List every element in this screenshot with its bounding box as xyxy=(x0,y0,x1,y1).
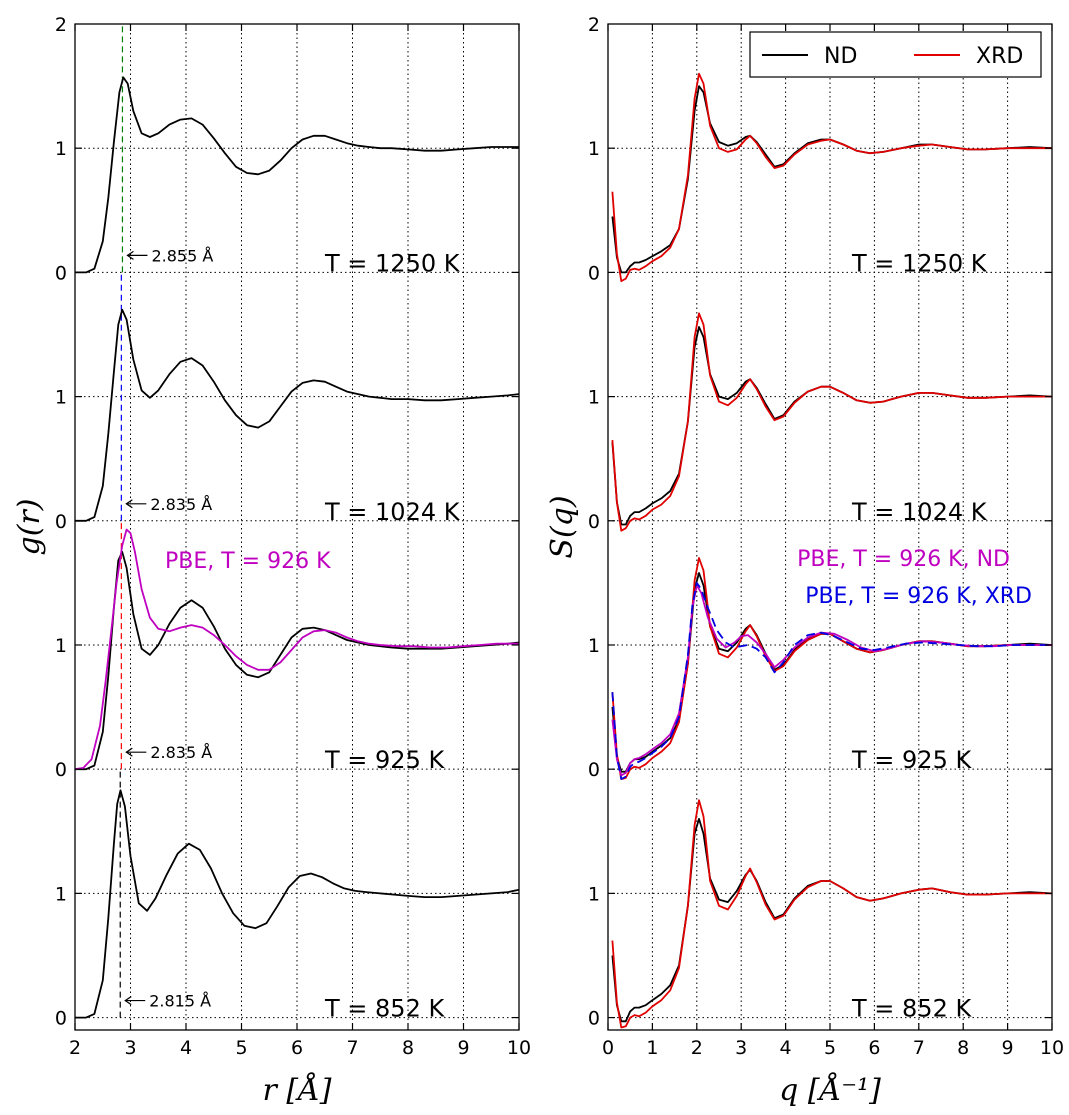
y-tick-label: 0 xyxy=(55,1008,67,1030)
x-tick-label: 7 xyxy=(346,1037,358,1059)
series-line xyxy=(611,582,1052,780)
peak-position-label: 2.855 Å xyxy=(151,246,213,265)
series-line xyxy=(611,799,1052,1029)
x-axis-label: q [Å⁻¹] xyxy=(779,1072,881,1108)
x-tick-label: 2 xyxy=(691,1037,703,1059)
y-tick-label: 1 xyxy=(55,635,67,657)
temperature-label: T = 852 K xyxy=(851,995,972,1023)
x-tick-label: 2 xyxy=(69,1037,81,1059)
x-tick-label: 5 xyxy=(824,1037,836,1059)
y-tick-label: 1 xyxy=(55,138,67,160)
series-line xyxy=(75,789,519,1019)
x-tick-label: 4 xyxy=(180,1037,192,1059)
x-tick-label: 8 xyxy=(402,1037,414,1059)
y-tick-label: 0 xyxy=(588,511,600,533)
x-tick-label: 3 xyxy=(124,1037,136,1059)
peak-position-label: 2.835 Å xyxy=(150,495,212,514)
grid xyxy=(75,24,519,1030)
series-line xyxy=(611,85,1052,274)
y-tick-label: 0 xyxy=(588,1008,600,1030)
peak-position-label: 2.835 Å xyxy=(150,743,212,762)
y-axis-label: S(q) xyxy=(545,495,580,558)
series-label: PBE, T = 926 K, XRD xyxy=(805,584,1032,609)
y-tick-label: 0 xyxy=(588,759,600,781)
temperature-label: T = 1250 K xyxy=(851,249,988,277)
y-tick-label: 1 xyxy=(588,635,600,657)
series-line xyxy=(611,584,1052,777)
y-tick-label: 1 xyxy=(588,138,600,160)
y-axis-label: g(r) xyxy=(12,499,47,556)
y-tick-label: 1 xyxy=(588,883,600,905)
y-tick-label: 2 xyxy=(588,14,600,36)
series-line xyxy=(611,818,1052,1023)
y-tick-label: 1 xyxy=(55,387,67,409)
x-tick-label: 10 xyxy=(507,1037,531,1059)
y-tick-label: 0 xyxy=(55,759,67,781)
x-tick-label: 1 xyxy=(646,1037,658,1059)
x-tick-label: 9 xyxy=(457,1037,469,1059)
y-tick-label: 0 xyxy=(55,262,67,284)
y-tick-label: 0 xyxy=(588,262,600,284)
y-tick-label: 1 xyxy=(55,883,67,905)
y-tick-label: 1 xyxy=(588,387,600,409)
series-line xyxy=(75,528,519,771)
series-line xyxy=(611,72,1052,283)
peak-position-label: 2.815 Å xyxy=(149,992,211,1011)
grid xyxy=(608,24,1052,1030)
temperature-label: T = 925 K xyxy=(324,746,445,774)
peak-arrow-head xyxy=(125,747,133,757)
x-tick-label: 10 xyxy=(1040,1037,1064,1059)
series-line xyxy=(611,326,1052,526)
x-tick-label: 3 xyxy=(735,1037,747,1059)
series-line xyxy=(75,308,519,522)
x-tick-label: 4 xyxy=(780,1037,792,1059)
x-axis-label: r [Å] xyxy=(263,1072,332,1108)
legend-entry: ND xyxy=(824,44,857,69)
y-tick-label: 0 xyxy=(55,511,67,533)
temperature-label: T = 1024 K xyxy=(851,498,988,526)
x-tick-label: 7 xyxy=(913,1037,925,1059)
x-tick-label: 6 xyxy=(291,1037,303,1059)
series-line xyxy=(75,76,519,274)
x-tick-label: 5 xyxy=(235,1037,247,1059)
y-tick-label: 2 xyxy=(55,14,67,36)
x-tick-label: 9 xyxy=(1002,1037,1014,1059)
temperature-label: T = 925 K xyxy=(851,746,972,774)
x-tick-label: 8 xyxy=(957,1037,969,1059)
temperature-label: T = 1024 K xyxy=(324,498,461,526)
x-tick-label: 6 xyxy=(868,1037,880,1059)
x-tick-label: 0 xyxy=(602,1037,614,1059)
series-label: PBE, T = 926 K xyxy=(165,549,331,574)
peak-arrow-head xyxy=(125,499,133,509)
peak-arrow-head xyxy=(124,996,132,1006)
series-lines xyxy=(611,72,1052,1029)
temperature-label: T = 852 K xyxy=(324,995,445,1023)
legend: ND XRD xyxy=(749,31,1042,78)
legend-entry: XRD xyxy=(976,44,1023,69)
series-line xyxy=(611,312,1052,532)
temperature-label: T = 1250 K xyxy=(324,249,461,277)
peak-arrow-head xyxy=(126,250,134,260)
series-label: PBE, T = 926 K, ND xyxy=(797,547,1010,572)
series-lines xyxy=(75,76,519,1019)
